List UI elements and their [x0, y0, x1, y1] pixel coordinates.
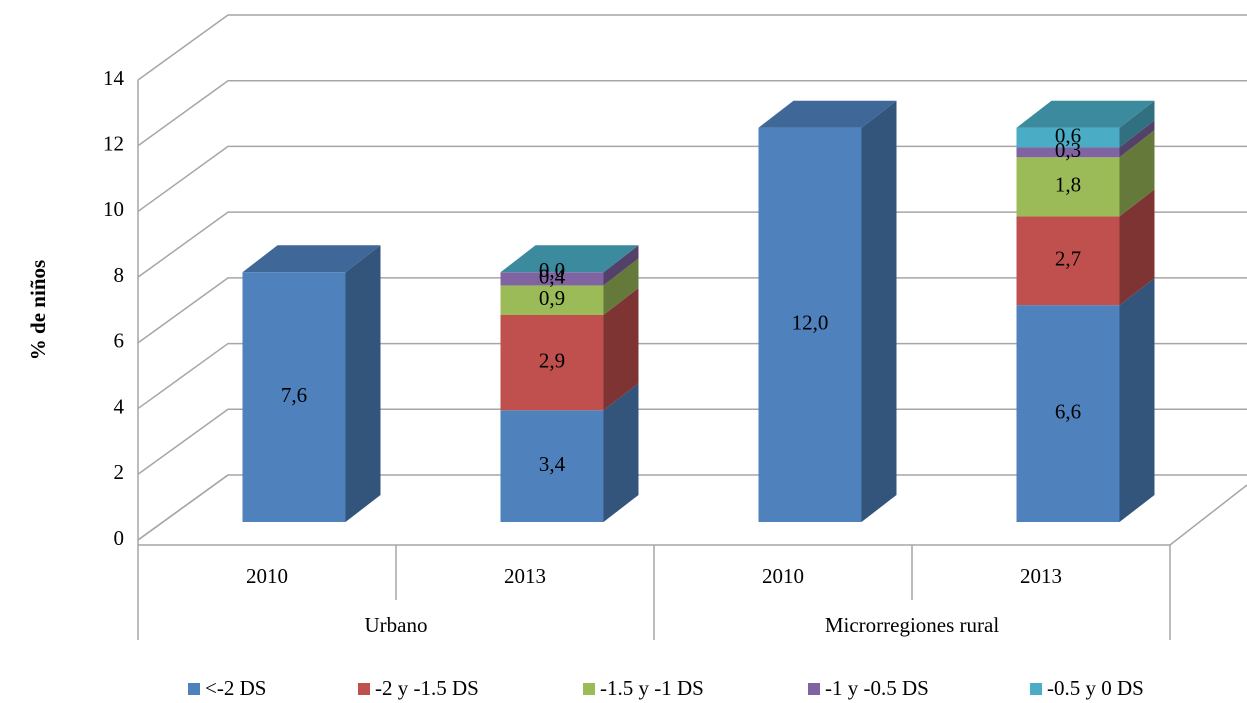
grid-line — [137, 342, 1247, 410]
x-tick-label: 2010 — [246, 564, 288, 588]
y-tick-label: 14 — [103, 66, 125, 90]
y-tick-label: 6 — [114, 329, 125, 353]
bar-side — [603, 245, 639, 286]
legend-swatch — [358, 683, 370, 695]
grid-line — [137, 408, 1247, 475]
y-axis-label: % de niños — [26, 260, 50, 360]
bar-segment — [500, 285, 604, 315]
bar-side — [1119, 278, 1155, 522]
bar-side — [603, 383, 639, 522]
y-tick-label: 12 — [103, 132, 124, 156]
bar-top — [242, 245, 381, 273]
y-tick-label: 8 — [114, 263, 125, 287]
data-label: 2,7 — [1055, 247, 1081, 271]
bar-segment — [500, 315, 604, 411]
bar-side — [345, 245, 381, 523]
bar-side — [1119, 120, 1155, 158]
y-tick-label: 4 — [114, 394, 125, 418]
bar-segment — [1016, 305, 1120, 522]
data-label: 0,4 — [539, 265, 566, 289]
bar-top — [1016, 100, 1155, 128]
bar-segment — [242, 272, 346, 522]
legend-swatch — [1030, 683, 1042, 695]
legend-label: -0.5 y 0 DS — [1047, 676, 1144, 700]
grid-line — [137, 79, 1247, 147]
data-label: 1,8 — [1055, 173, 1081, 197]
bar-segment — [1016, 157, 1120, 217]
data-label: 6,6 — [1055, 399, 1081, 423]
grid-line — [137, 145, 1247, 213]
bar-segment — [500, 410, 604, 522]
data-label: 12,0 — [792, 311, 829, 335]
legend-swatch — [808, 683, 820, 695]
bar-segment — [500, 272, 604, 286]
y-tick-label: 10 — [103, 197, 124, 221]
bar-segment — [1016, 216, 1120, 306]
bar-side — [1119, 130, 1155, 217]
data-label: 0,0 — [539, 258, 565, 282]
bar-side — [603, 258, 639, 315]
x-tick-label: 2013 — [1020, 564, 1062, 588]
data-label: 2,9 — [539, 348, 565, 372]
legend-label: <-2 DS — [205, 676, 266, 700]
bar-side — [861, 100, 897, 522]
y-tick-label: 2 — [114, 460, 125, 484]
bar-side — [1119, 100, 1155, 148]
legend-label: -2 y -1.5 DS — [375, 676, 479, 700]
y-tick-label: 0 — [114, 526, 125, 550]
group-label: Urbano — [365, 613, 428, 637]
legend-swatch — [583, 683, 595, 695]
bar-segment — [1016, 127, 1120, 148]
grid-line — [137, 277, 1247, 344]
bar-top — [500, 245, 639, 273]
data-label: 0,9 — [539, 286, 565, 310]
x-tick-label: 2010 — [762, 564, 804, 588]
bar-segment — [1016, 147, 1120, 158]
bar-top — [758, 100, 897, 128]
data-label: 7,6 — [281, 383, 307, 407]
x-tick-label: 2013 — [504, 564, 546, 588]
legend-label: -1.5 y -1 DS — [600, 676, 704, 700]
bar-side — [603, 288, 639, 411]
group-label: Microrregiones rural — [825, 613, 1000, 637]
data-label: 3,4 — [539, 452, 566, 476]
data-label: 0,6 — [1055, 123, 1081, 147]
bar-side — [1119, 189, 1155, 306]
bar-segment — [758, 127, 862, 522]
data-label: 0,3 — [1055, 138, 1081, 162]
legend-swatch — [188, 683, 200, 695]
legend-label: -1 y -0.5 DS — [825, 676, 929, 700]
grid-line — [137, 14, 1247, 81]
grid-line — [137, 211, 1247, 278]
grid-line — [137, 474, 1247, 541]
